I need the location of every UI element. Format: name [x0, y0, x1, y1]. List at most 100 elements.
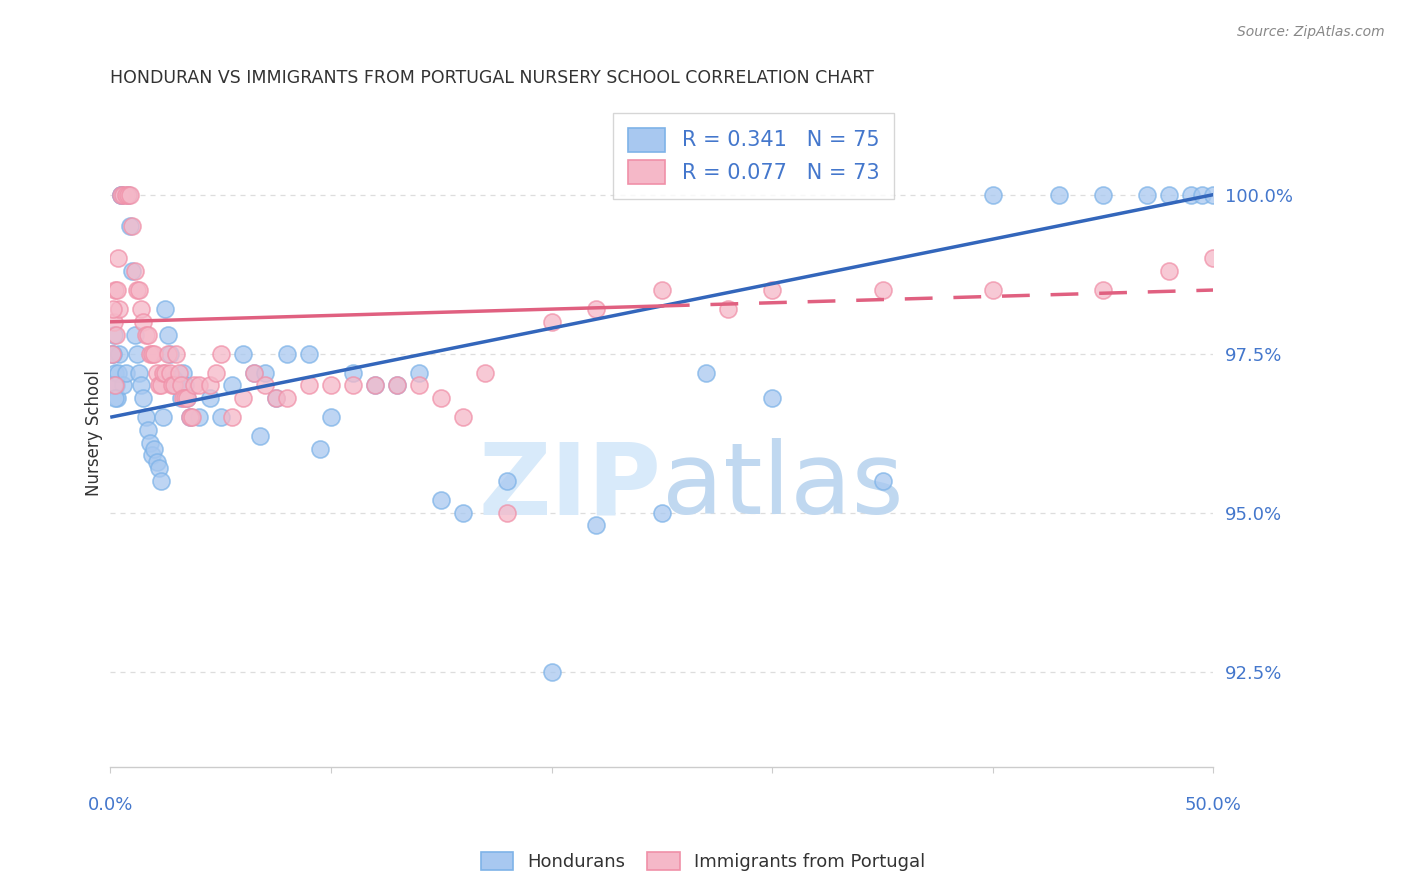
Point	[1047, 187, 1070, 202]
Point	[198, 391, 221, 405]
Point	[136, 327, 159, 342]
Text: 50.0%: 50.0%	[1185, 796, 1241, 814]
Point	[249, 429, 271, 443]
Point	[120, 187, 142, 202]
Point	[148, 378, 170, 392]
Point	[132, 391, 155, 405]
Point	[163, 372, 186, 386]
Point	[981, 283, 1004, 297]
Point	[129, 378, 152, 392]
Point	[1191, 187, 1213, 202]
Point	[298, 378, 321, 392]
Point	[143, 442, 166, 456]
Point	[451, 506, 474, 520]
Point	[174, 378, 197, 392]
Point	[128, 283, 150, 297]
Point	[187, 410, 209, 425]
Point	[108, 302, 131, 317]
Point	[198, 378, 221, 392]
Point	[121, 219, 143, 234]
Point	[108, 346, 131, 360]
Point	[176, 391, 198, 405]
Point	[148, 461, 170, 475]
Point	[540, 665, 562, 679]
Point	[179, 410, 201, 425]
Point	[496, 506, 519, 520]
Point	[1159, 264, 1181, 278]
Point	[114, 187, 136, 202]
Point	[183, 378, 205, 392]
Point	[101, 346, 124, 360]
Point	[104, 378, 127, 392]
Point	[159, 366, 181, 380]
Point	[408, 366, 430, 380]
Point	[430, 492, 453, 507]
Point	[139, 346, 162, 360]
Point	[1136, 187, 1159, 202]
Point	[451, 410, 474, 425]
Point	[167, 366, 190, 380]
Point	[172, 366, 194, 380]
Point	[1092, 187, 1115, 202]
Point	[107, 366, 129, 380]
Point	[139, 435, 162, 450]
Point	[1159, 187, 1181, 202]
Point	[308, 442, 330, 456]
Point	[105, 283, 128, 297]
Point	[172, 391, 194, 405]
Point	[981, 187, 1004, 202]
Point	[163, 378, 186, 392]
Point	[1202, 251, 1225, 265]
Point	[129, 302, 152, 317]
Point	[156, 346, 179, 360]
Point	[132, 315, 155, 329]
Point	[242, 366, 264, 380]
Point	[319, 378, 342, 392]
Point	[170, 391, 193, 405]
Point	[474, 366, 496, 380]
Point	[117, 187, 139, 202]
Point	[1092, 283, 1115, 297]
Point	[540, 315, 562, 329]
Point	[105, 391, 128, 405]
Point	[135, 410, 157, 425]
Point	[152, 366, 174, 380]
Point	[496, 474, 519, 488]
Point	[761, 283, 783, 297]
Point	[121, 264, 143, 278]
Point	[761, 391, 783, 405]
Point	[319, 410, 342, 425]
Point	[364, 378, 387, 392]
Point	[104, 283, 127, 297]
Point	[101, 302, 124, 317]
Point	[141, 449, 163, 463]
Point	[110, 187, 132, 202]
Legend: R = 0.341   N = 75, R = 0.077   N = 73: R = 0.341 N = 75, R = 0.077 N = 73	[613, 113, 894, 199]
Legend: Hondurans, Immigrants from Portugal: Hondurans, Immigrants from Portugal	[474, 845, 932, 879]
Point	[232, 346, 254, 360]
Point	[232, 391, 254, 405]
Point	[253, 366, 276, 380]
Point	[1202, 187, 1225, 202]
Y-axis label: Nursery School: Nursery School	[86, 370, 103, 496]
Point	[276, 391, 298, 405]
Point	[364, 378, 387, 392]
Point	[152, 410, 174, 425]
Point	[187, 378, 209, 392]
Point	[264, 391, 287, 405]
Point	[120, 219, 142, 234]
Point	[110, 187, 132, 202]
Point	[110, 187, 132, 202]
Point	[170, 378, 193, 392]
Point	[156, 327, 179, 342]
Point	[342, 366, 364, 380]
Point	[872, 474, 894, 488]
Point	[430, 391, 453, 405]
Point	[103, 315, 125, 329]
Point	[112, 187, 135, 202]
Point	[125, 346, 148, 360]
Point	[101, 346, 124, 360]
Point	[408, 378, 430, 392]
Text: atlas: atlas	[662, 438, 904, 535]
Point	[585, 302, 607, 317]
